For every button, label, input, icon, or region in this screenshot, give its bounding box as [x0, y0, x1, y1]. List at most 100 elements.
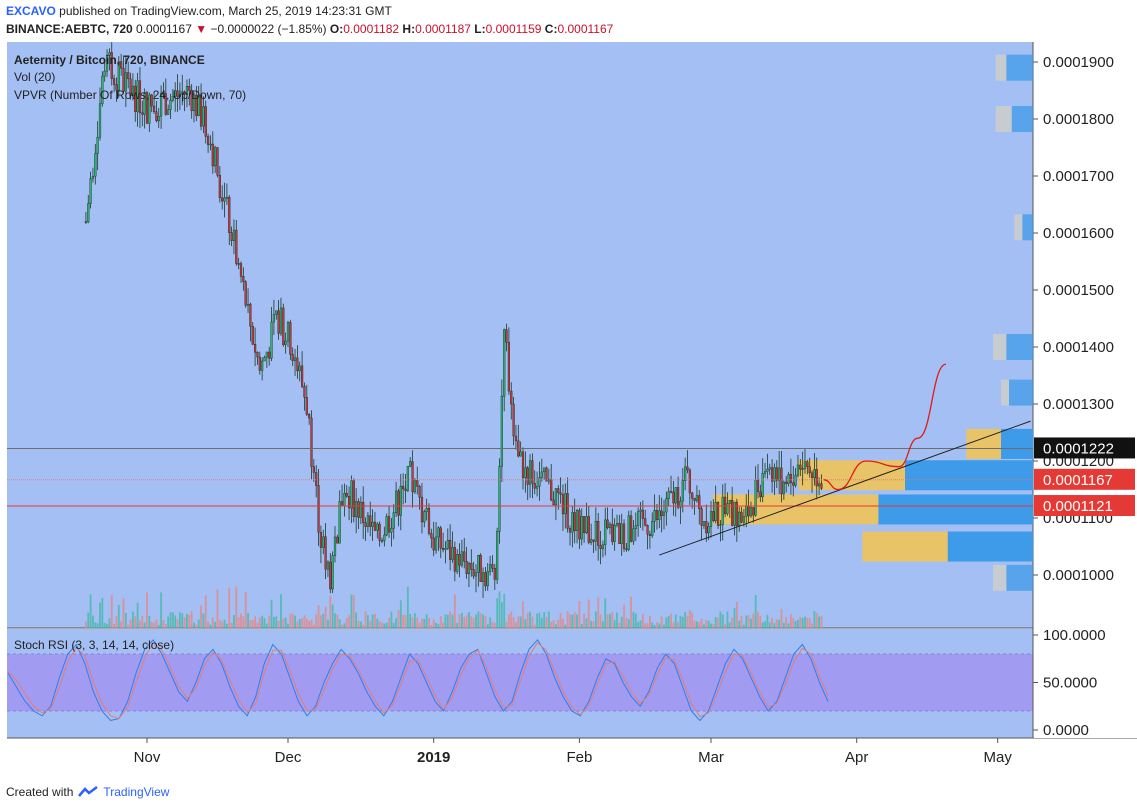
volume-bar — [522, 601, 524, 628]
change-value: −0.0000022 (−1.85%) — [210, 22, 327, 36]
candle-down — [578, 510, 581, 540]
vpvr-gray-bar — [993, 334, 1007, 360]
volume-bar — [778, 619, 781, 628]
volume-bar — [700, 618, 703, 628]
volume-bar — [296, 621, 299, 628]
volume-bar — [348, 615, 350, 628]
candle-up — [209, 143, 212, 146]
volume-bar — [761, 622, 764, 628]
volume-bar — [115, 615, 118, 628]
candle-down — [470, 563, 473, 570]
candle-up — [742, 516, 745, 523]
volume-bar — [714, 617, 717, 628]
volume-bar — [580, 623, 583, 628]
volume-bar — [529, 611, 531, 628]
volume-bar — [357, 620, 360, 628]
volume-bar — [275, 616, 278, 628]
candle-up — [103, 70, 106, 77]
candle-down — [145, 92, 149, 124]
candle-down — [792, 482, 795, 486]
volume-bar — [237, 617, 240, 628]
rsi-tick-label: 0.0000 — [1043, 722, 1089, 739]
volume-bar — [277, 620, 280, 628]
volume-bar — [338, 619, 341, 628]
candle-up — [89, 178, 92, 204]
candle-up — [801, 468, 804, 470]
price-tag — [1034, 437, 1135, 459]
volume-bar — [801, 617, 804, 628]
candle-down — [373, 521, 377, 531]
candle-down — [162, 92, 165, 95]
rsi-tick-label: 100.0000 — [1043, 627, 1106, 644]
volume-bar — [503, 593, 506, 628]
volume-bar — [733, 608, 736, 628]
y-tick-label: 0.0001900 — [1043, 54, 1114, 71]
volume-bar — [620, 616, 623, 628]
candle-down — [484, 572, 487, 587]
volume-bar — [188, 614, 191, 628]
volume-bar — [670, 613, 672, 628]
volume-bar — [268, 615, 271, 628]
candle-up — [813, 469, 816, 479]
volume-bar — [465, 615, 468, 628]
volume-bar — [214, 621, 217, 628]
volume-bar — [122, 598, 125, 628]
volume-bar — [294, 615, 296, 628]
volume-bar — [193, 622, 195, 628]
footer: Created with TradingView — [6, 785, 169, 799]
volume-bar — [533, 624, 536, 628]
candle-up — [169, 99, 172, 110]
candle-down — [244, 281, 247, 306]
volume-bar — [216, 589, 219, 628]
rsi-tick-label: 50.0000 — [1043, 675, 1097, 692]
stoch-rsi-legend: Stoch RSI (3, 3, 14, 14, close) — [14, 638, 175, 652]
candle-down — [256, 352, 259, 358]
candle-down — [573, 512, 576, 531]
candle-up — [261, 360, 264, 371]
volume-bar — [322, 613, 325, 628]
volume-bar — [110, 594, 113, 628]
candle-up — [745, 505, 748, 517]
volume-bar — [209, 624, 212, 628]
candle-up — [658, 510, 661, 520]
candle-down — [693, 498, 696, 501]
candle-up — [423, 511, 426, 523]
candle-up — [667, 491, 670, 499]
tradingview-brand[interactable]: TradingView — [103, 785, 170, 799]
volume-bar — [233, 615, 235, 628]
volume-bar — [637, 621, 640, 628]
volume-bar — [305, 618, 308, 628]
volume-bar — [247, 612, 249, 628]
candle-down — [759, 491, 762, 498]
volume-bar — [616, 612, 618, 628]
volume-bar — [270, 599, 273, 628]
candle-down — [505, 329, 508, 343]
x-tick-label: 2019 — [417, 749, 450, 766]
candle-down — [531, 460, 534, 484]
stoch-d-line — [7, 641, 829, 720]
volume-bar — [785, 617, 788, 628]
volume-bar — [674, 614, 677, 628]
candle-down — [799, 464, 802, 470]
volume-bar — [712, 624, 715, 628]
volume-bar — [437, 624, 440, 628]
volume-bar — [623, 604, 625, 628]
volume-bar — [587, 599, 590, 628]
candle-up — [728, 499, 731, 504]
volume-bar — [482, 614, 484, 628]
candle-down — [660, 510, 663, 516]
volume-bar — [484, 616, 487, 628]
vpvr-up-bar — [1022, 214, 1033, 241]
x-tick-label: Nov — [134, 749, 161, 766]
candle-down — [336, 536, 339, 544]
volume-bar — [764, 621, 766, 628]
volume-bar — [653, 624, 656, 628]
volume-bar — [693, 620, 696, 628]
author-name[interactable]: EXCAVO — [6, 4, 56, 18]
candle-up — [632, 528, 635, 542]
low-value: 0.0001159 — [485, 22, 542, 36]
volume-bar — [150, 621, 153, 628]
volume-bar — [254, 616, 256, 628]
candle-up — [444, 548, 447, 550]
